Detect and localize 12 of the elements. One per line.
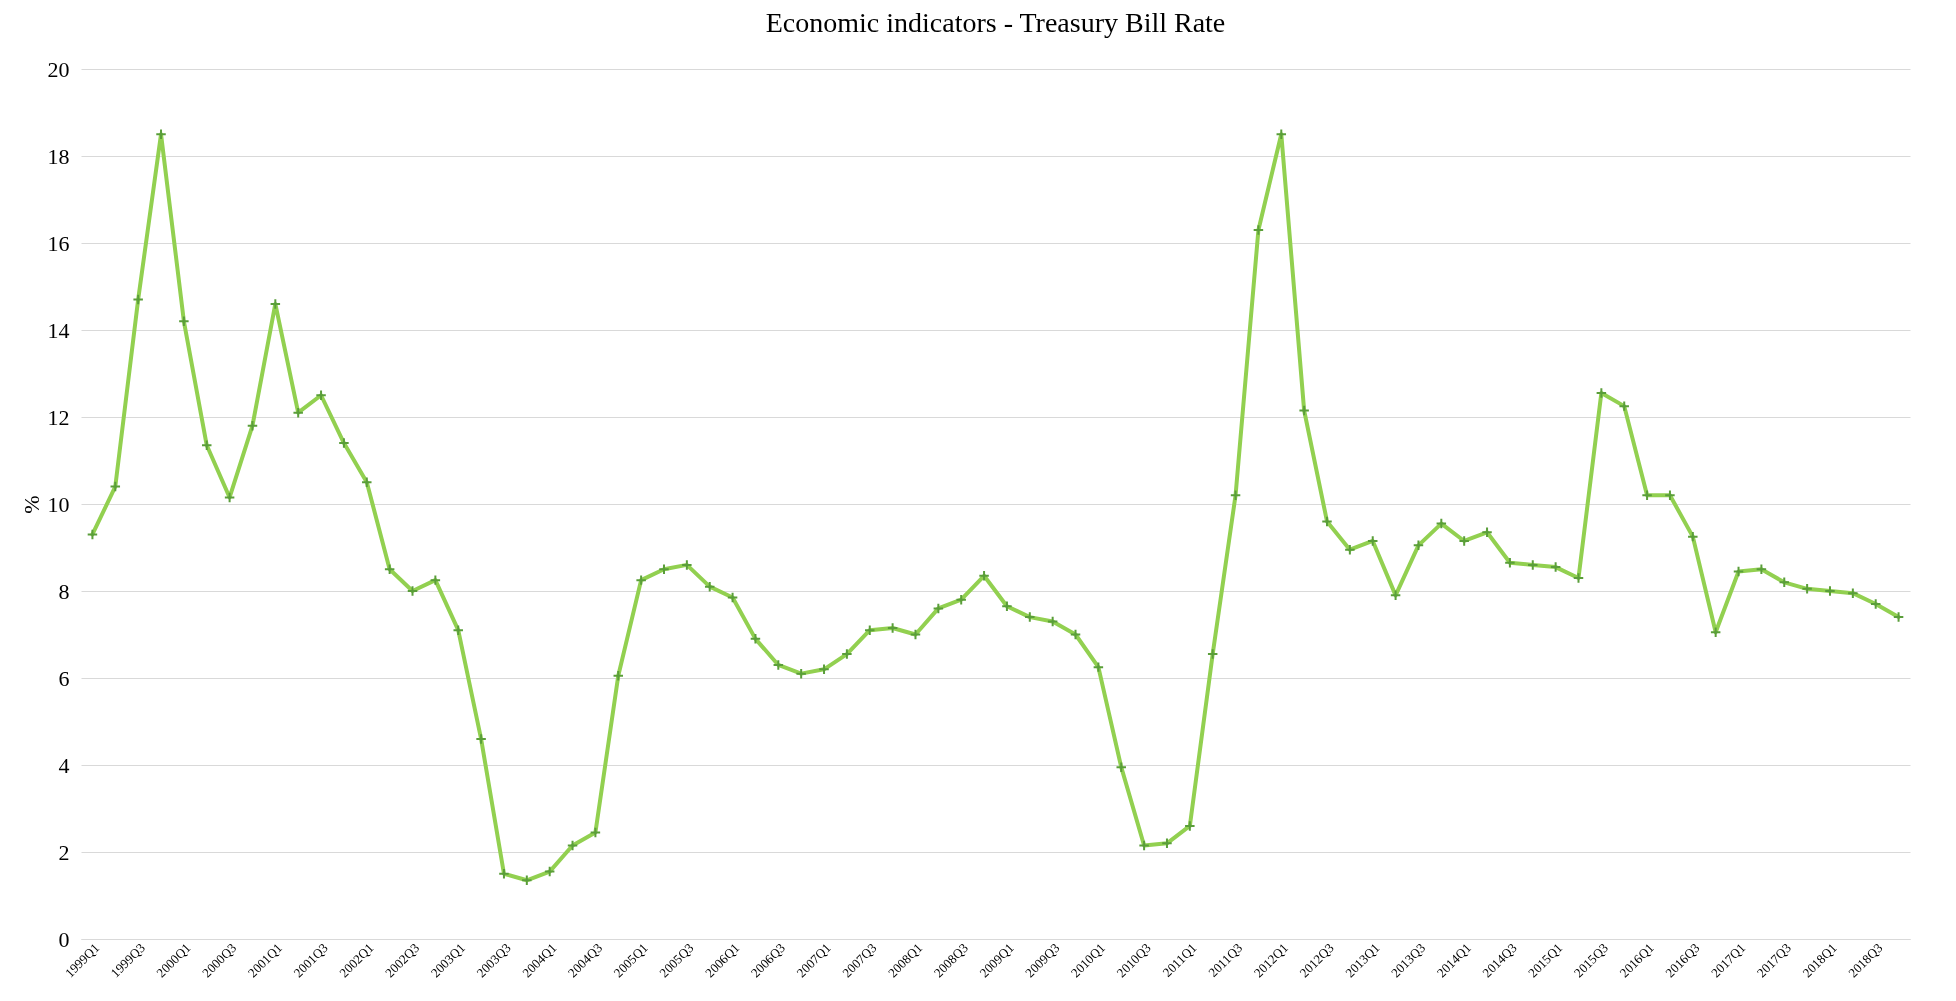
y-tick-label: 20 [47, 56, 70, 82]
y-tick-label: 18 [47, 143, 70, 169]
y-tick-label: 16 [47, 230, 70, 256]
y-tick-label: 8 [58, 578, 70, 604]
y-tick-label: 2 [58, 839, 70, 865]
y-axis-title: % [18, 495, 44, 514]
y-tick-label: 4 [58, 752, 70, 778]
y-tick-label: 14 [47, 317, 70, 343]
y-tick-label: 6 [58, 665, 70, 691]
y-tick-label: 12 [47, 404, 70, 430]
y-tick-label: 10 [47, 491, 70, 517]
chart-title: Economic indicators - Treasury Bill Rate [765, 7, 1226, 38]
